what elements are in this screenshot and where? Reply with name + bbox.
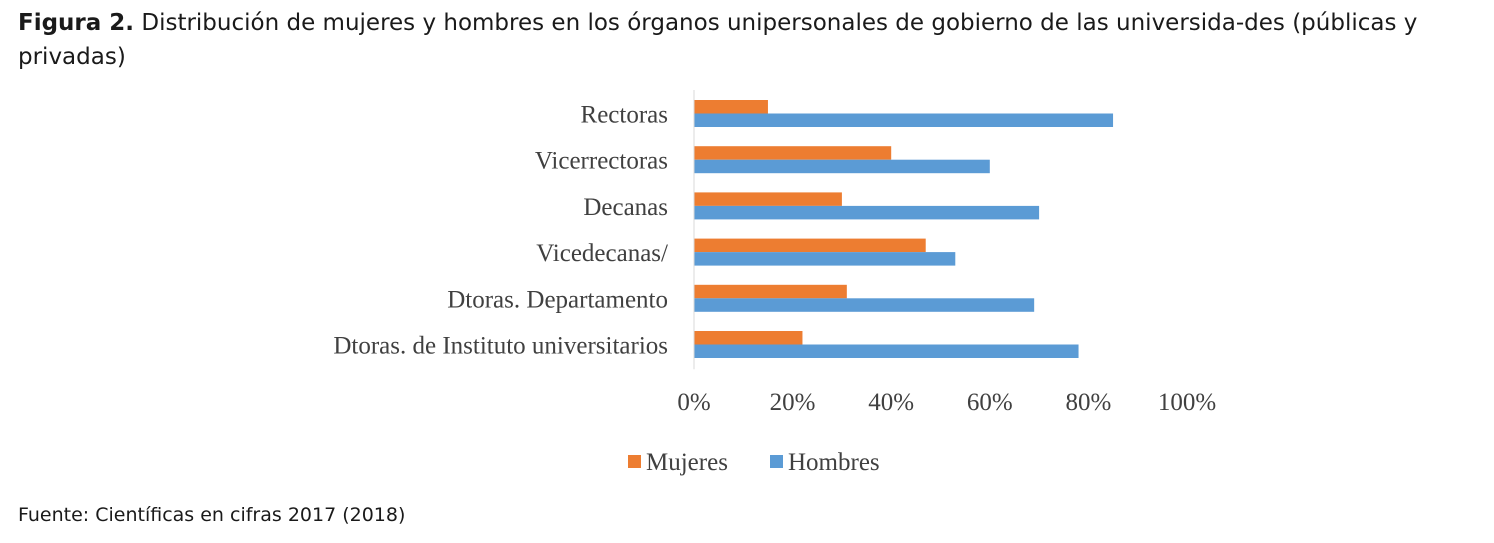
bar-hombres-0 <box>694 113 1114 127</box>
x-tick-label: 40% <box>868 389 914 416</box>
bar-mujeres-3 <box>694 238 926 253</box>
bar-mujeres-5 <box>694 331 803 345</box>
bar-hombres-5 <box>694 344 1079 358</box>
legend-label-hombres: Hombres <box>788 449 880 476</box>
bar-mujeres-4 <box>694 284 847 299</box>
category-label: Vicerrectoras <box>535 148 668 175</box>
x-tick-label: 80% <box>1065 389 1111 416</box>
legend: Mujeres Hombres <box>628 449 880 476</box>
category-labels: Rectoras Vicerrectoras Decanas Vicedecanas/… <box>333 102 668 360</box>
bar-hombres-2 <box>694 205 1040 220</box>
legend-swatch-mujeres <box>628 455 641 468</box>
x-tick-labels: 0% 20% 40% 60% 80% 100% <box>677 389 1216 416</box>
category-label: Rectoras <box>581 102 668 129</box>
legend-swatch-hombres <box>770 455 783 468</box>
x-tick-label: 20% <box>770 389 816 416</box>
bar-mujeres-1 <box>694 146 892 160</box>
figure-title: Distribución de mujeres y hombres en los… <box>18 10 1418 70</box>
bar-mujeres-2 <box>694 192 842 206</box>
x-tick-label: 60% <box>967 389 1013 416</box>
x-tick-label: 100% <box>1158 389 1216 416</box>
bar-hombres-1 <box>694 159 990 174</box>
bar-mujeres-0 <box>694 100 768 114</box>
legend-label-mujeres: Mujeres <box>646 449 728 476</box>
figure-label: Figura 2. <box>18 10 135 36</box>
figure-caption: Figura 2. Distribución de mujeres y homb… <box>18 6 1478 74</box>
bar-hombres-3 <box>694 252 956 266</box>
source-note: Fuente: Científicas en cifras 2017 (2018… <box>18 504 406 526</box>
bars-layer <box>694 100 1114 358</box>
category-label: Dtoras. de Instituto universitarios <box>333 333 668 360</box>
category-label: Decanas <box>583 194 668 221</box>
category-label: Dtoras. Departamento <box>447 286 668 313</box>
bar-hombres-4 <box>694 298 1035 312</box>
category-label: Vicedecanas/ <box>536 240 668 267</box>
x-tick-label: 0% <box>677 389 710 416</box>
